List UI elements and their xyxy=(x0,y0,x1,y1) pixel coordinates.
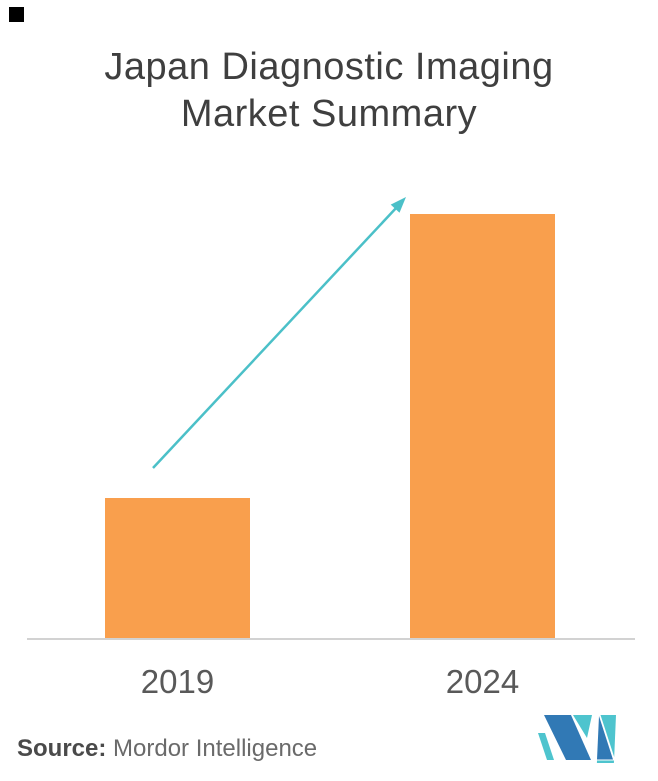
source-name: Mordor Intelligence xyxy=(106,735,318,762)
source-text: Source: Mordor Intelligence xyxy=(17,734,317,764)
logo-i-bottom-triangle xyxy=(597,716,613,760)
logo-m-left-leg xyxy=(538,733,554,760)
logo-i-base-strip xyxy=(596,760,614,763)
x-label-2019: 2019 xyxy=(140,663,215,700)
x-label-2024: 2024 xyxy=(445,663,520,700)
chart-title-line2: Market Summary xyxy=(180,93,478,135)
source-label: Source: xyxy=(17,735,107,762)
mordor-intelligence-logo xyxy=(538,715,616,763)
bar-2019 xyxy=(105,498,250,638)
corner-mark xyxy=(9,7,24,22)
growth-arrow-head xyxy=(390,197,406,213)
logo-i-top-triangle xyxy=(600,715,616,757)
x-axis-line xyxy=(27,638,635,640)
growth-arrow-line xyxy=(152,206,398,469)
bar-2024 xyxy=(410,214,555,638)
logo-m-right-triangle xyxy=(573,715,592,738)
chart-title: Japan Diagnostic Imaging Market Summary xyxy=(0,44,658,138)
logo-m-diagonal xyxy=(544,715,591,760)
chart-title-line1: Japan Diagnostic Imaging xyxy=(104,46,554,88)
